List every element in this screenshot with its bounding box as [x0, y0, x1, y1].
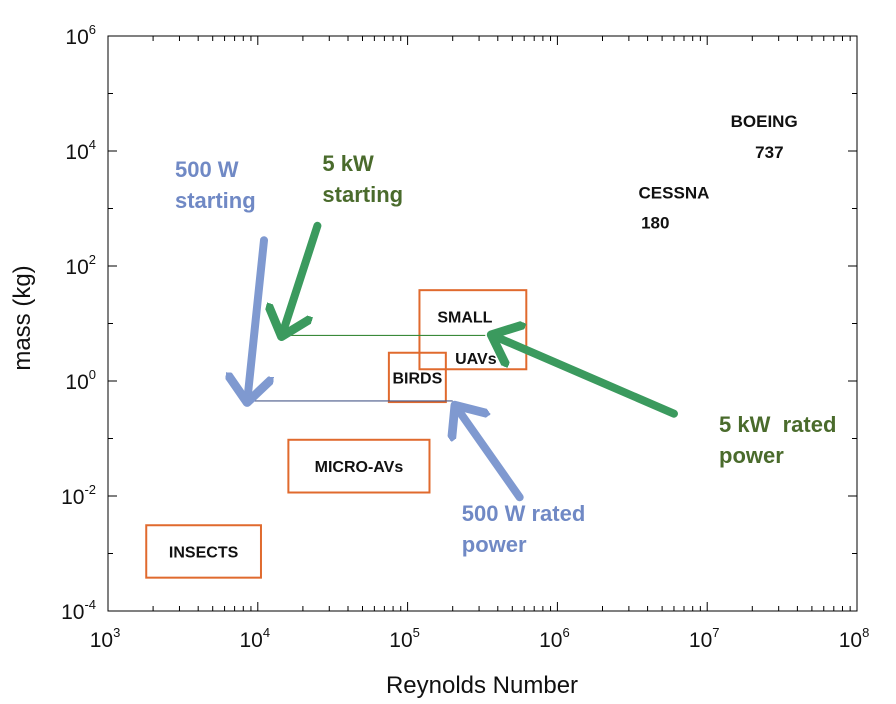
y-tick-label: 102 — [65, 252, 96, 279]
y-tick-label-base: 10 — [65, 26, 88, 49]
annotation-text: starting — [322, 182, 403, 207]
x-tick-label-base: 10 — [839, 629, 862, 652]
x-tick-label: 108 — [839, 625, 870, 652]
region-label: SMALL — [437, 309, 492, 326]
y-tick-label-exponent: 4 — [89, 137, 96, 152]
regions: INSECTS MICRO-AVs BIRDS SMALL UAVs — [145, 289, 528, 579]
y-tick-label-base: 10 — [65, 256, 88, 279]
annotation-text: 500 W — [175, 157, 239, 182]
x-axis-title: Reynolds Number — [386, 672, 578, 699]
annotation-text: 500 W rated — [462, 501, 586, 526]
y-tick-label-base: 10 — [61, 486, 84, 509]
y-tick-label: 10-2 — [61, 482, 96, 509]
region-box — [145, 524, 262, 579]
major-ticks — [107, 35, 858, 612]
x-tick-label: 104 — [240, 625, 271, 652]
minor-ticks — [108, 36, 857, 611]
y-tick-label: 100 — [65, 367, 96, 394]
y-tick-label-exponent: -2 — [84, 482, 96, 497]
aircraft-label: BOEING — [731, 112, 798, 131]
x-tick-label-exponent: 7 — [712, 625, 719, 640]
x-tick-label-exponent: 3 — [113, 625, 120, 640]
y-tick-label: 104 — [65, 137, 96, 164]
region-box — [287, 438, 431, 494]
x-tick-label-exponent: 8 — [862, 625, 869, 640]
x-tick-label-exponent: 6 — [562, 625, 569, 640]
y-tick-label: 106 — [65, 22, 96, 49]
region-box — [387, 351, 447, 404]
x-tick-labels: 103 104 105 106 107 108 — [90, 625, 870, 652]
x-tick-label-base: 10 — [539, 629, 562, 652]
y-tick-label-exponent: 2 — [89, 252, 96, 267]
aircraft-label: 180 — [641, 213, 669, 232]
x-tick-label-exponent: 5 — [413, 625, 420, 640]
y-tick-label-exponent: -4 — [84, 597, 96, 612]
x-tick-label: 103 — [90, 625, 121, 652]
annotations: 500 W starting 500 W rated power 5 kW startin… — [175, 151, 836, 557]
y-tick-label-base: 10 — [61, 601, 84, 624]
region-label: UAVs — [455, 351, 497, 368]
annotation-arrow — [282, 221, 322, 335]
x-tick-label-base: 10 — [689, 629, 712, 652]
annotation-arrow — [247, 236, 264, 401]
annotation-arrow — [456, 407, 524, 502]
annotation-text: power — [719, 443, 784, 468]
x-tick-label: 106 — [539, 625, 570, 652]
aircraft-label: CESSNA — [639, 183, 710, 202]
y-tick-label: 10-4 — [61, 597, 96, 624]
annotation-arrow — [493, 335, 678, 418]
series — [243, 334, 486, 402]
y-tick-label-exponent: 0 — [89, 367, 96, 382]
aircraft-labels: BOEING 737 CESSNA 180 — [639, 112, 798, 232]
plot-area — [107, 35, 858, 612]
y-tick-label-exponent: 6 — [89, 22, 96, 37]
x-tick-label: 107 — [689, 625, 720, 652]
region-label: BIRDS — [392, 370, 442, 387]
x-tick-label: 105 — [389, 625, 420, 652]
x-tick-label-base: 10 — [90, 629, 113, 652]
y-tick-label-base: 10 — [65, 371, 88, 394]
annotation-text: 5 kW rated — [719, 412, 836, 437]
aircraft-label: 737 — [755, 143, 783, 162]
annotation-text: power — [462, 532, 527, 557]
region-label: INSECTS — [169, 544, 239, 561]
annotation-text: starting — [175, 188, 256, 213]
annotation-text: 5 kW — [322, 151, 374, 176]
x-tick-label-exponent: 4 — [263, 625, 270, 640]
y-tick-label-base: 10 — [65, 141, 88, 164]
region-label: MICRO-AVs — [315, 459, 404, 476]
x-tick-label-base: 10 — [389, 629, 412, 652]
y-axis-title: mass (kg) — [9, 265, 36, 370]
x-tick-label-base: 10 — [240, 629, 263, 652]
